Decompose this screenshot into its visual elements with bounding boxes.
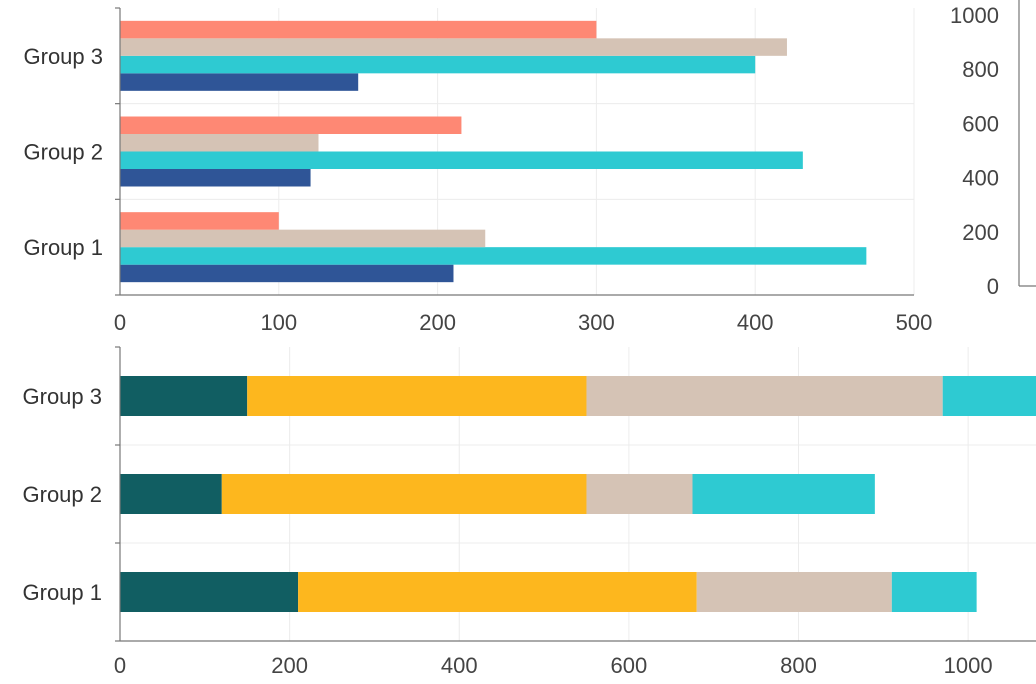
chart1-bars	[120, 20, 867, 283]
chart1-bar-group-2-series-1	[120, 169, 311, 187]
chart3-x-tick-label-800: 800	[780, 653, 817, 678]
chart1-bar-group-2-series-4	[120, 116, 462, 134]
chart3-bar-group-3-series-4	[942, 376, 1036, 416]
chart3-bar-group-1-series-4	[891, 572, 977, 612]
chart2-y-tick-label-200: 200	[962, 220, 999, 245]
grouped-bar-chart: 0 100 200 300 400 500 Group 1 Group 2 Group 3	[24, 7, 933, 335]
chart1-bar-group-3-series-1	[120, 73, 359, 91]
chart3-category-label-group-1: Group 1	[23, 580, 103, 605]
chart3-bar-group-1-series-2	[298, 572, 697, 612]
chart2-y-tick-label-600: 600	[962, 111, 999, 136]
chart3-bar-group-2-series-4	[692, 474, 875, 514]
chart1-x-tick-label-300: 300	[578, 310, 615, 335]
chart3-bar-group-2-series-2	[221, 474, 587, 514]
chart3-bar-group-1-series-3	[696, 572, 892, 612]
chart3-bar-group-2-series-1	[120, 474, 222, 514]
chart1-category-label-group-3: Group 3	[24, 44, 104, 69]
chart1-bar-group-2-series-2	[120, 151, 803, 169]
chart3-x-tick-label-600: 600	[611, 653, 648, 678]
chart1-axes	[115, 7, 914, 296]
partial-column-chart: 0 200 400 600 800 1000	[950, 0, 1036, 299]
chart2-labels: 0 200 400 600 800 1000	[950, 3, 999, 299]
chart1-bar-group-3-series-4	[120, 20, 597, 39]
chart1-bar-group-2-series-3	[120, 134, 319, 152]
chart1-bar-group-3-series-3	[120, 38, 787, 56]
chart1-bar-group-3-series-2	[120, 55, 756, 74]
chart1-bar-group-1-series-2	[120, 247, 867, 265]
chart2-y-tick-label-0: 0	[987, 274, 999, 299]
stacked-bar-chart: 0 200 400 600 800 1000 Group 1 Group 2 Group 3	[23, 346, 1036, 678]
chart3-bars	[120, 376, 1036, 612]
chart1-category-label-group-1: Group 1	[24, 235, 104, 260]
chart1-bar-group-1-series-1	[120, 264, 454, 283]
chart3-category-label-group-2: Group 2	[23, 482, 103, 507]
chart1-x-tick-label-100: 100	[260, 310, 297, 335]
chart3-x-tick-label-1000: 1000	[944, 653, 993, 678]
chart2-y-tick-label-800: 800	[962, 57, 999, 82]
chart3-bar-group-1-series-1	[120, 572, 299, 612]
chart1-bar-group-1-series-4	[120, 212, 279, 230]
chart3-bar-group-3-series-2	[247, 376, 587, 416]
chart2-y-tick-label-1000: 1000	[950, 3, 999, 28]
chart3-category-label-group-3: Group 3	[23, 384, 103, 409]
chart3-bar-group-2-series-3	[586, 474, 693, 514]
chart3-bar-group-3-series-3	[586, 376, 943, 416]
chart3-x-tick-label-0: 0	[114, 653, 126, 678]
chart1-x-tick-label-500: 500	[896, 310, 933, 335]
chart2-y-tick-label-400: 400	[962, 166, 999, 191]
chart1-x-tick-label-0: 0	[114, 310, 126, 335]
chart3-bar-group-3-series-1	[120, 376, 248, 416]
chart1-category-label-group-2: Group 2	[24, 140, 104, 165]
chart3-x-tick-label-400: 400	[441, 653, 478, 678]
chart3-x-tick-label-200: 200	[271, 653, 308, 678]
chart1-x-tick-label-200: 200	[419, 310, 456, 335]
chart1-x-tick-label-400: 400	[737, 310, 774, 335]
chart1-bar-group-1-series-3	[120, 229, 486, 248]
chart3-labels: 0 200 400 600 800 1000 Group 1 Group 2 Group 3	[23, 384, 993, 678]
chart2-axes	[1018, 0, 1036, 287]
chart3-axes	[115, 346, 1036, 642]
chart1-labels: 0 100 200 300 400 500 Group 1 Group 2 Group 3	[24, 44, 933, 335]
